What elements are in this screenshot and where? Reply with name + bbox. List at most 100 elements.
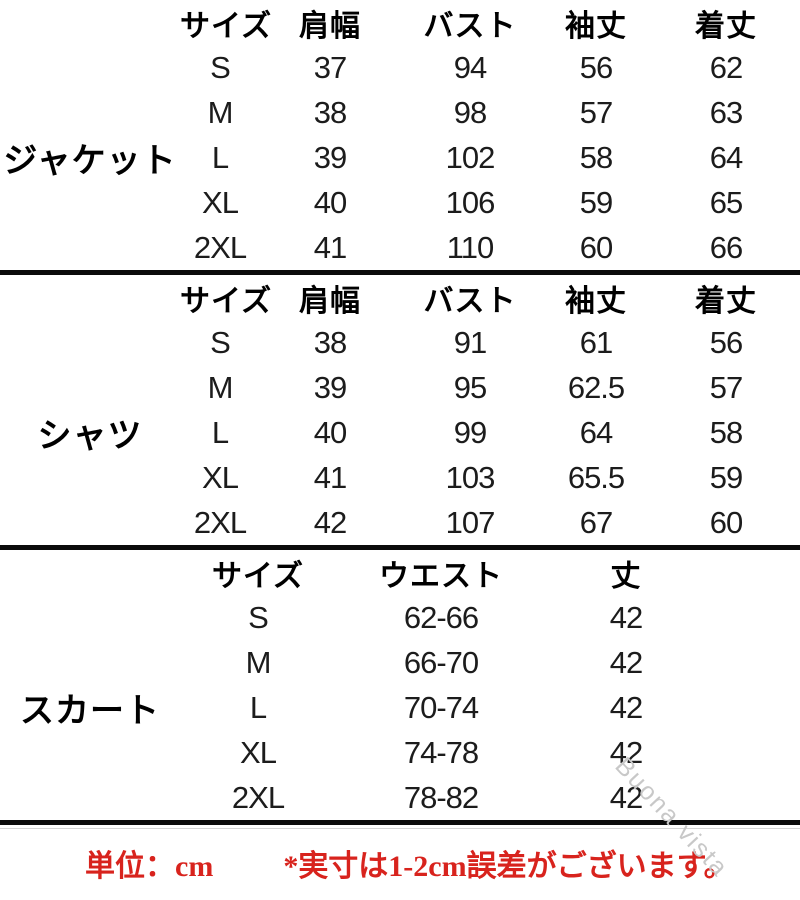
item-label: スカート <box>20 693 160 730</box>
table-row: 2XL 78-82 42 <box>0 775 800 820</box>
value-cell: 66-70 <box>403 644 479 680</box>
table-row: L 40 99 64 58 <box>0 410 800 455</box>
value-cell: 60 <box>709 504 743 540</box>
table-row: L 39 102 58 64 <box>0 135 800 180</box>
header-row: サイズ 肩幅 バスト 袖丈 着丈 <box>0 0 800 45</box>
value-cell: 42 <box>609 644 643 680</box>
footer-note-bar: 単位：cm *実寸は1-2cm誤差がございます。 <box>0 825 800 900</box>
value-cell: 62 <box>709 49 743 85</box>
table-row: M 66-70 42 <box>0 640 800 685</box>
value-cell: 91 <box>453 324 487 360</box>
value-cell: 94 <box>453 49 487 85</box>
size-cell: L <box>249 689 267 725</box>
size-cell: XL <box>202 459 239 495</box>
size-table-section: ジャケット サイズ 肩幅 バスト 袖丈 着丈 S 37 94 56 62 M 38 98 57 63 L 39 10… <box>0 0 800 270</box>
value-cell: 42 <box>609 599 643 635</box>
size-cell: L <box>211 414 229 450</box>
value-cell: 41 <box>313 459 347 495</box>
size-cell: M <box>207 369 234 405</box>
header-cell: バスト <box>423 284 517 318</box>
value-cell: 102 <box>445 139 496 175</box>
value-cell: 40 <box>313 414 347 450</box>
value-cell: 42 <box>609 779 643 815</box>
value-cell: 110 <box>446 229 494 265</box>
value-cell: 37 <box>313 49 347 85</box>
value-cell: 57 <box>709 369 743 405</box>
section-divider <box>0 270 800 275</box>
value-cell: 56 <box>709 324 743 360</box>
value-cell: 56 <box>579 49 613 85</box>
value-cell: 59 <box>579 184 613 220</box>
header-cell: サイズ <box>180 284 273 318</box>
header-cell: サイズ <box>211 559 305 593</box>
table-row: XL 41 103 65.5 59 <box>0 455 800 500</box>
size-cell: 2XL <box>231 779 285 815</box>
size-cell: M <box>245 644 272 680</box>
header-cell: 丈 <box>610 559 642 593</box>
header-cell: 着丈 <box>695 9 757 43</box>
table-row: XL 40 106 59 65 <box>0 180 800 225</box>
size-cell: L <box>211 139 229 175</box>
value-cell: 57 <box>579 94 613 130</box>
value-cell: 70-74 <box>403 689 479 725</box>
table-row: 2XL 41 110 60 66 <box>0 225 800 270</box>
value-cell: 58 <box>579 139 613 175</box>
header-cell: 肩幅 <box>299 9 361 43</box>
size-cell: XL <box>202 184 239 220</box>
value-cell: 107 <box>445 504 496 540</box>
value-cell: 62-66 <box>403 599 479 635</box>
table-row: M 39 95 62.5 57 <box>0 365 800 410</box>
value-cell: 67 <box>579 504 613 540</box>
value-cell: 106 <box>445 184 496 220</box>
size-table-section: シャツ サイズ 肩幅 バスト 袖丈 着丈 S 38 91 61 56 M 39 95 62.5 57 L 40 99… <box>0 275 800 545</box>
value-cell: 74-78 <box>403 734 479 770</box>
value-cell: 98 <box>453 94 487 130</box>
header-cell: ウエスト <box>379 559 503 593</box>
value-cell: 99 <box>453 414 487 450</box>
value-cell: 103 <box>445 459 496 495</box>
value-cell: 39 <box>313 139 347 175</box>
value-cell: 38 <box>313 94 347 130</box>
header-cell: バスト <box>423 9 517 43</box>
size-cell: XL <box>240 734 277 770</box>
value-cell: 42 <box>609 689 643 725</box>
header-cell: 着丈 <box>695 284 757 318</box>
value-cell: 65 <box>709 184 743 220</box>
value-cell: 65.5 <box>567 459 625 495</box>
value-cell: 41 <box>313 229 347 265</box>
section-divider <box>0 820 800 829</box>
value-cell: 63 <box>709 94 743 130</box>
size-cell: 2XL <box>193 229 247 265</box>
value-cell: 62.5 <box>567 369 625 405</box>
table-row: M 38 98 57 63 <box>0 90 800 135</box>
value-cell: 40 <box>313 184 347 220</box>
header-row: サイズ 肩幅 バスト 袖丈 着丈 <box>0 275 800 320</box>
table-row: S 37 94 56 62 <box>0 45 800 90</box>
size-cell: S <box>210 49 231 85</box>
value-cell: 38 <box>313 324 347 360</box>
header-cell: 肩幅 <box>299 284 361 318</box>
section-divider <box>0 545 800 550</box>
size-cell: M <box>207 94 234 130</box>
size-cell: 2XL <box>193 504 247 540</box>
value-cell: 64 <box>709 139 743 175</box>
table-row: XL 74-78 42 <box>0 730 800 775</box>
tolerance-note: *実寸は1-2cm誤差がございます。 <box>283 849 734 883</box>
value-cell: 66 <box>709 229 743 265</box>
size-cell: S <box>248 599 269 635</box>
item-label: シャツ <box>37 418 143 455</box>
value-cell: 61 <box>579 324 613 360</box>
table-row: L 70-74 42 <box>0 685 800 730</box>
size-cell: S <box>210 324 231 360</box>
value-cell: 58 <box>709 414 743 450</box>
value-cell: 59 <box>709 459 743 495</box>
value-cell: 39 <box>313 369 347 405</box>
table-row: S 38 91 61 56 <box>0 320 800 365</box>
table-row: S 62-66 42 <box>0 595 800 640</box>
table-row: 2XL 42 107 67 60 <box>0 500 800 545</box>
item-label: ジャケット <box>3 143 177 180</box>
header-cell: 袖丈 <box>565 284 627 318</box>
unit-label: 単位：cm <box>85 849 214 883</box>
header-row: サイズ ウエスト 丈 <box>0 550 800 595</box>
